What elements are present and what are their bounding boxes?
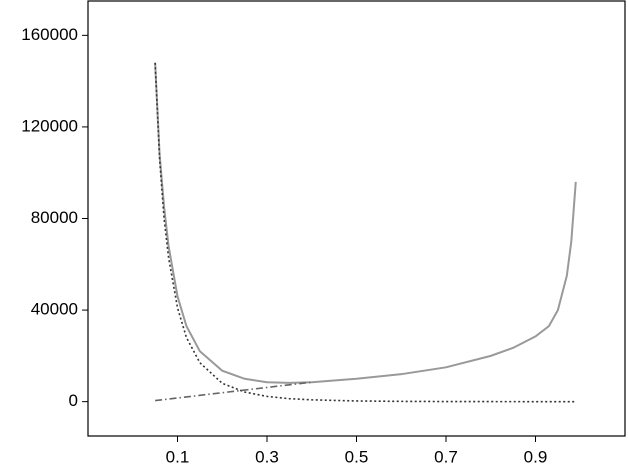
x-tick-label: 0.5: [345, 447, 369, 466]
x-tick-label: 0.9: [524, 447, 548, 466]
series-line: [154, 62, 576, 403]
x-tick-label: 0.3: [255, 447, 279, 466]
y-tick-label: 120000: [21, 116, 78, 135]
series-line: [154, 62, 577, 384]
series-line: [155, 381, 312, 402]
x-tick-label: 0.7: [434, 447, 458, 466]
plot-frame: [87, 0, 626, 437]
y-tick-label: 160000: [21, 25, 78, 44]
y-tick-label: 80000: [31, 208, 78, 227]
y-tick-label: 40000: [31, 300, 78, 319]
y-tick-label: 0: [69, 391, 78, 410]
x-tick-label: 0.1: [166, 447, 190, 466]
